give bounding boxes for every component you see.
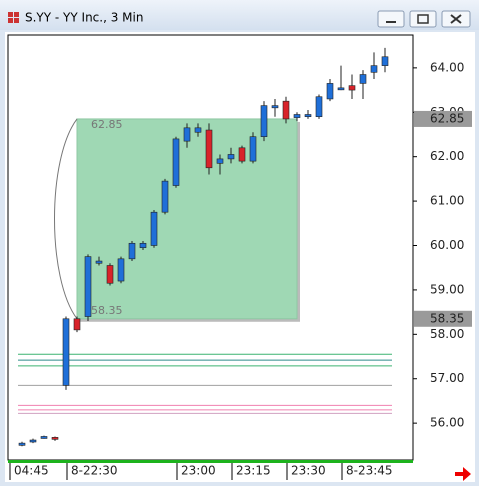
candle-body [106, 265, 114, 284]
candle-body [304, 114, 312, 118]
maximize-button[interactable] [409, 10, 437, 28]
candle-body [359, 74, 367, 84]
candle-body [370, 65, 378, 73]
candle-body [282, 100, 290, 120]
scroll-arrow[interactable] [455, 467, 471, 481]
candle-body [337, 87, 345, 91]
candle-body [161, 180, 169, 213]
box-top-label: 62.85 [91, 118, 123, 131]
box-connector [54, 118, 78, 320]
y-tick-label: 57.00 [430, 371, 464, 385]
candle-body [139, 242, 147, 249]
x-tick-label: 8-23:45 [346, 464, 393, 478]
x-tick-label: 23:15 [236, 464, 271, 478]
candle-body [227, 154, 235, 160]
price-marker [414, 310, 472, 327]
candle-body [183, 127, 191, 142]
candle-body [29, 439, 37, 443]
axis-bar [8, 460, 413, 463]
y-tick-label: 58.00 [430, 327, 464, 341]
candle-body [84, 256, 92, 317]
candle-body [249, 136, 257, 162]
candle-body [293, 114, 301, 118]
app-icon [8, 12, 19, 23]
price-marker-label: 62.85 [430, 111, 464, 125]
candle-body [271, 105, 279, 109]
candle-body [216, 158, 224, 164]
candle-body [194, 127, 202, 133]
candle-body [315, 96, 323, 118]
x-tick-label: 04:45 [14, 464, 49, 478]
candle-body [381, 56, 389, 66]
price-marker [414, 110, 472, 127]
y-tick-label: 59.00 [430, 282, 464, 296]
price-marker-label: 58.35 [430, 311, 464, 325]
minimize-button[interactable] [377, 10, 405, 28]
window-title: S.YY - YY Inc., 3 Min [25, 11, 143, 25]
y-tick-label: 61.00 [430, 194, 464, 208]
candle-body [128, 242, 136, 260]
y-tick-label: 60.00 [430, 238, 464, 252]
candle-body [62, 318, 70, 386]
y-tick-label: 64.00 [430, 60, 464, 74]
y-tick-label: 62.00 [430, 149, 464, 163]
candle-body [172, 138, 180, 186]
box-bottom-label: 58.35 [91, 304, 123, 317]
x-tick-label: 8-22:30 [71, 464, 118, 478]
candle-body [40, 436, 48, 439]
candle-body [51, 437, 59, 440]
x-tick-label: 23:30 [291, 464, 326, 478]
candle-body [348, 85, 356, 91]
close-button[interactable] [441, 10, 471, 28]
candle-body [95, 260, 103, 264]
candle-body [18, 442, 26, 446]
candle-body [326, 83, 334, 100]
candle-body [205, 129, 213, 169]
candle-body [117, 258, 125, 282]
range-box [76, 118, 298, 320]
candle-body [260, 105, 268, 137]
candle-body [150, 211, 158, 246]
x-tick-label: 23:00 [181, 464, 216, 478]
candle-body [238, 147, 246, 162]
y-tick-label: 56.00 [430, 416, 464, 430]
candle-body [73, 318, 81, 331]
